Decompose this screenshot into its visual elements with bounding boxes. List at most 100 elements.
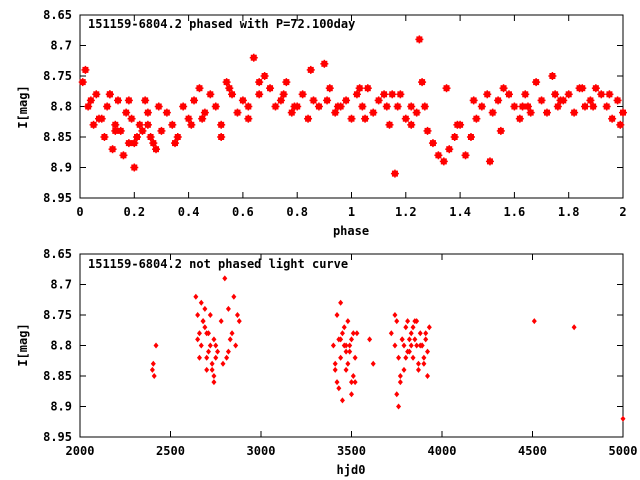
data-point	[244, 102, 253, 111]
data-point	[396, 403, 402, 410]
data-point	[461, 151, 470, 160]
data-point	[146, 133, 155, 141]
data-point	[200, 108, 209, 117]
data-point	[231, 293, 237, 300]
data-point	[271, 102, 280, 111]
y-tick-label: 8.9	[50, 161, 72, 175]
data-point	[347, 342, 353, 349]
data-point	[553, 102, 562, 111]
data-point	[320, 59, 329, 68]
y-tick-label: 8.9	[50, 400, 72, 414]
data-point	[282, 78, 291, 87]
data-point	[339, 397, 345, 404]
data-point	[485, 157, 494, 166]
data-point	[399, 336, 405, 343]
data-point	[412, 336, 418, 343]
data-point	[260, 72, 269, 80]
data-point	[130, 163, 139, 172]
data-point	[138, 126, 147, 135]
x-tick-label: 0	[76, 205, 83, 219]
x-tick-label: 4000	[428, 444, 457, 458]
data-point	[220, 360, 226, 367]
x-tick-label: 0.2	[123, 205, 145, 219]
data-point	[149, 139, 158, 148]
data-point	[173, 133, 182, 141]
data-point	[477, 102, 486, 111]
data-point	[397, 379, 403, 386]
data-point	[304, 114, 313, 123]
data-point	[385, 120, 394, 129]
y-axis-label-unphased: I[mag]	[16, 323, 30, 366]
data-point	[417, 330, 423, 337]
data-point	[390, 169, 399, 178]
data-point	[229, 330, 235, 337]
data-point	[343, 366, 349, 373]
data-point	[153, 342, 159, 349]
data-point	[358, 102, 367, 111]
data-point	[105, 90, 114, 99]
data-point	[218, 318, 224, 325]
y-tick-label: 8.7	[50, 278, 72, 292]
data-point	[434, 151, 443, 160]
data-point	[542, 108, 551, 117]
data-point	[571, 324, 577, 331]
x-tick-label: 1.6	[504, 205, 526, 219]
data-point	[204, 330, 210, 337]
data-point	[236, 318, 242, 325]
data-point	[255, 90, 264, 99]
data-points-phased	[78, 35, 627, 178]
data-point	[198, 342, 204, 349]
data-point	[347, 114, 356, 123]
data-point	[352, 379, 358, 386]
data-point	[342, 96, 351, 105]
chart-title-phased: 151159-6804.2 phased with P=72.100day	[88, 17, 355, 31]
data-point	[428, 139, 437, 148]
data-point	[334, 379, 340, 386]
data-point	[388, 90, 397, 99]
data-point	[193, 293, 199, 300]
data-point	[222, 275, 228, 282]
data-point	[403, 354, 409, 361]
data-point	[401, 366, 407, 373]
data-point	[225, 305, 231, 312]
data-point	[597, 90, 606, 99]
data-point	[363, 84, 372, 93]
data-point	[586, 96, 595, 105]
data-point	[332, 366, 338, 373]
data-point	[421, 360, 427, 367]
data-point	[127, 114, 136, 123]
data-point	[396, 90, 405, 99]
data-point	[143, 120, 152, 129]
data-point	[184, 114, 193, 123]
data-point	[314, 102, 323, 111]
data-point	[331, 108, 340, 117]
data-point	[162, 108, 171, 117]
data-point	[551, 90, 560, 99]
data-point	[349, 391, 354, 398]
data-point	[578, 84, 587, 93]
y-tick-label: 8.95	[43, 191, 72, 205]
x-tick-label: 2000	[66, 444, 95, 458]
data-point	[531, 318, 537, 325]
data-point	[406, 336, 412, 343]
data-point	[472, 114, 481, 123]
data-point	[206, 90, 215, 99]
data-point	[290, 102, 299, 111]
chart-title-unphased: 151159-6804.2 not phased light curve	[88, 257, 348, 271]
data-point	[215, 348, 221, 355]
data-point	[532, 78, 541, 87]
y-tick-label: 8.8	[50, 339, 72, 353]
data-point	[488, 108, 497, 117]
y-tick-label: 8.75	[43, 69, 72, 83]
data-point	[207, 312, 213, 318]
data-point	[150, 360, 156, 367]
y-tick-label: 8.65	[43, 247, 72, 261]
data-point	[211, 373, 217, 379]
data-point	[206, 348, 212, 355]
y-tick-label: 8.7	[50, 39, 72, 53]
data-point	[255, 78, 264, 87]
data-point	[222, 78, 231, 87]
data-point	[415, 366, 421, 373]
data-point	[84, 102, 93, 111]
data-point	[616, 120, 625, 129]
